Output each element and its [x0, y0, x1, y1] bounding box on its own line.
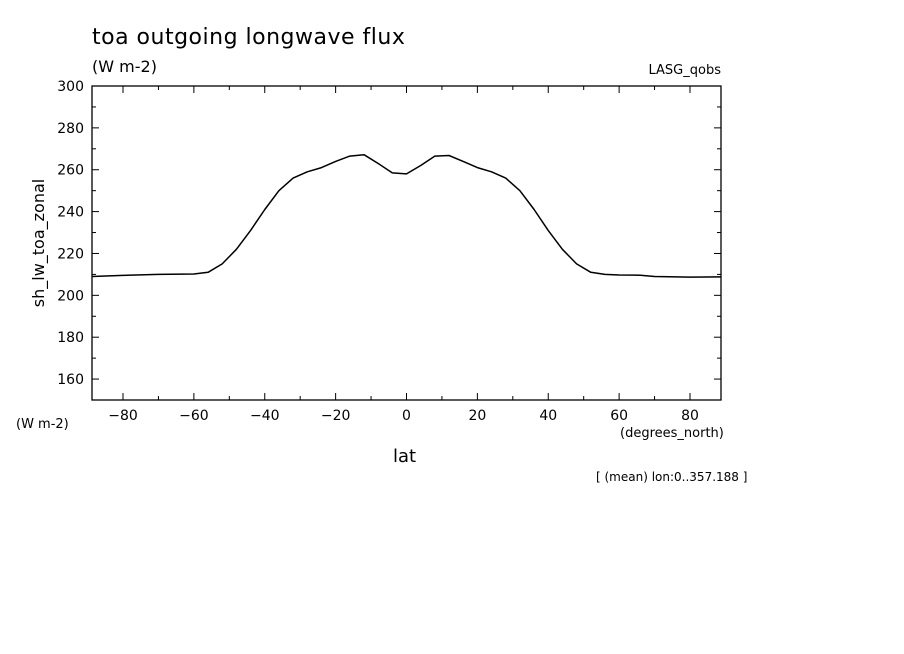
- x-tick-label: 80: [681, 408, 699, 424]
- x-axis-label: lat: [393, 446, 417, 467]
- dataset-label: LASG_qobs: [648, 63, 722, 78]
- x-axis: −80 −60 −40 −20 0 20 40 60 80: [108, 86, 699, 424]
- x-axis-units: (degrees_north): [620, 426, 724, 441]
- x-tick-label: 60: [610, 408, 628, 424]
- x-tick-label: −80: [108, 408, 138, 424]
- y-axis-units: (W m-2): [16, 417, 69, 432]
- chart-title: toa outgoing longwave flux: [92, 25, 406, 50]
- x-tick-label: −20: [321, 408, 351, 424]
- y-tick-label: 240: [57, 205, 84, 221]
- x-tick-label: 40: [539, 408, 557, 424]
- series-layer: [91, 153, 722, 278]
- x-tick-label: 0: [402, 408, 411, 424]
- y-tick-label: 280: [57, 121, 84, 137]
- averaging-note: [ (mean) lon:0..357.188 ]: [596, 470, 748, 484]
- series-line: [91, 153, 722, 278]
- x-tick-label: −60: [179, 408, 209, 424]
- chart-units: (W m-2): [92, 57, 157, 76]
- y-tick-label: 200: [57, 288, 84, 304]
- plot-frame: [91, 85, 722, 401]
- y-axis: 160 180 200 220 240 260 280 300: [57, 79, 721, 401]
- y-tick-label: 180: [57, 330, 84, 346]
- y-tick-label: 300: [57, 79, 84, 95]
- x-tick-label: 20: [468, 408, 486, 424]
- y-tick-label: 160: [57, 372, 84, 388]
- y-tick-label: 260: [57, 163, 84, 179]
- y-tick-label: 220: [57, 246, 84, 262]
- x-tick-label: −40: [250, 408, 280, 424]
